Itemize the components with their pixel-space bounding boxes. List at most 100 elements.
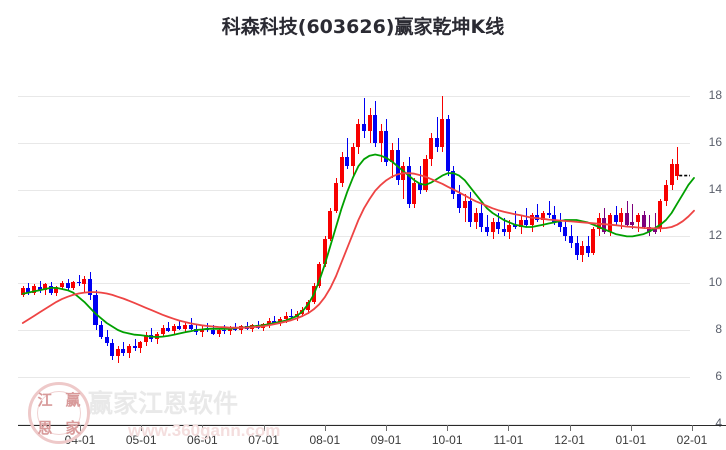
gridline <box>18 423 690 425</box>
y-axis-tick-label: 12 <box>708 228 722 243</box>
seal-glyphs: 江赢恩家 <box>31 385 87 441</box>
candle-body <box>462 201 467 209</box>
y-axis-tick-label: 18 <box>708 88 722 102</box>
candle-body <box>479 213 484 228</box>
candle-body <box>115 348 120 356</box>
candle-body <box>585 245 590 253</box>
x-axis-tick <box>692 425 693 431</box>
candle-wick <box>649 215 650 237</box>
candle-wick <box>571 224 572 249</box>
candle-body <box>31 285 36 293</box>
candle-body <box>451 170 456 195</box>
candle-wick <box>291 308 292 320</box>
moving-average-overlay <box>21 153 695 338</box>
candle-body <box>188 325 193 329</box>
candle-body <box>361 124 366 132</box>
candle-body <box>518 220 523 228</box>
candle-body <box>272 320 277 323</box>
x-axis-tick <box>569 425 571 431</box>
last-price-line <box>679 174 690 177</box>
candle-wick <box>207 322 208 333</box>
x-axis-tick <box>202 425 204 431</box>
candle-body <box>216 330 221 334</box>
candle-body <box>328 210 333 239</box>
candle-wick <box>437 117 438 153</box>
candle-body <box>110 342 115 356</box>
watermark-url: www.360gann.com <box>128 421 281 440</box>
y-axis-tick-label: 14 <box>708 181 722 196</box>
candle-wick <box>123 341 124 356</box>
candle-body <box>317 264 322 286</box>
candle-wick <box>258 320 259 329</box>
candle-body <box>182 325 187 329</box>
candle-body <box>345 156 350 167</box>
candle-wick <box>135 339 136 352</box>
candle-body <box>490 222 495 232</box>
x-axis-tick-label: 10-01 <box>431 433 463 447</box>
candle-wick <box>364 98 365 139</box>
candle-wick <box>347 138 348 169</box>
candle-body <box>87 278 92 295</box>
candle-body <box>356 124 361 148</box>
candle-body <box>675 163 680 176</box>
candle-body <box>322 238 327 265</box>
candle-body <box>485 227 490 232</box>
candle-wick <box>420 166 421 195</box>
candle-wick <box>247 321 248 330</box>
candle-wick <box>487 215 488 237</box>
candle-body <box>652 229 657 232</box>
gridline <box>18 189 690 191</box>
candle-wick <box>213 325 214 335</box>
seal-glyph: 江 <box>37 390 53 409</box>
candle-body <box>647 227 652 232</box>
candle-wick <box>537 203 538 223</box>
x-axis-tick-label: 06-01 <box>187 433 218 447</box>
candle-body <box>423 159 428 190</box>
x-axis-line <box>18 425 726 426</box>
candle-body <box>529 215 534 225</box>
ma-line <box>21 153 695 338</box>
candle-body <box>121 348 126 354</box>
candle-body <box>306 301 311 311</box>
candle-body <box>373 114 378 143</box>
candle-body <box>412 182 417 204</box>
candle-body <box>48 285 53 293</box>
candle-body <box>630 222 635 225</box>
candle-wick <box>677 147 678 181</box>
candle-body <box>339 156 344 183</box>
candle-body <box>496 222 501 230</box>
candle-body <box>20 287 25 295</box>
candle-body <box>580 245 585 256</box>
candle-body <box>367 114 372 132</box>
candle-body <box>664 184 669 202</box>
candle-body <box>445 119 450 171</box>
candle-body <box>82 278 87 285</box>
candle-wick <box>403 161 404 199</box>
candle-body <box>434 138 439 148</box>
candle-wick <box>381 124 382 162</box>
candle-body <box>43 284 48 291</box>
candle-body <box>59 283 64 287</box>
candle-body <box>406 166 411 204</box>
candle-wick <box>638 213 639 232</box>
seal-inner-ring <box>37 391 81 435</box>
candle-wick <box>84 276 85 293</box>
x-axis-tick-label: 09-01 <box>370 433 402 447</box>
candle-body <box>546 213 551 216</box>
x-axis-tick-label: 02-01 <box>676 433 708 447</box>
candle-body <box>473 213 478 223</box>
candle-body <box>350 147 355 167</box>
candle-body <box>429 138 434 160</box>
x-axis-tick <box>324 425 326 431</box>
plot-area[interactable] <box>18 60 695 425</box>
candle-body <box>99 325 104 337</box>
candle-body <box>417 182 422 190</box>
x-axis-tick-label: 05-01 <box>125 433 157 447</box>
candle-body <box>37 286 42 291</box>
x-axis-tick <box>386 425 387 431</box>
x-axis-tick-label: 07-01 <box>248 433 279 447</box>
x-axis-tick <box>263 425 265 431</box>
gridline <box>18 330 690 331</box>
y-axis-tick-label: 8 <box>715 322 722 336</box>
